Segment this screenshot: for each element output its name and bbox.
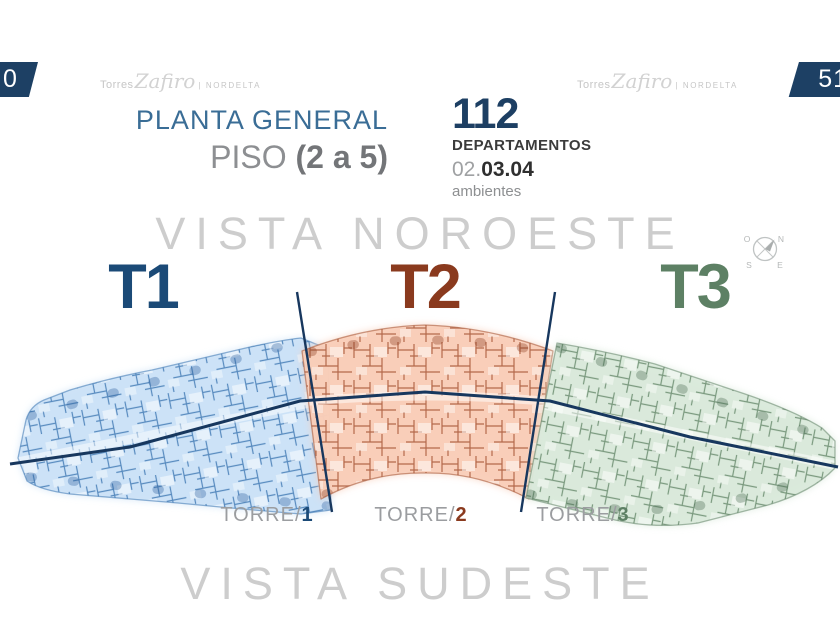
- tower1-caption-prefix: TORRE/: [220, 504, 302, 526]
- left-page-tab: 0: [0, 62, 38, 97]
- rooms-numbers: 02.03.04: [452, 158, 591, 182]
- title-floors-range: (2 a 5): [295, 139, 388, 175]
- units-label: DEPARTAMENTOS: [452, 136, 592, 154]
- brand-name-script: Zafiro: [134, 69, 196, 93]
- vista-noroeste-label: VISTA NOROESTE: [155, 208, 685, 259]
- tower1-caption-number: 1: [301, 504, 314, 526]
- tower1-label: T1: [108, 252, 180, 322]
- central-axis-line: [9, 390, 839, 469]
- brand-logo-right: Torres Zafiro | NORDELTA: [577, 69, 738, 93]
- rooms-bold: 03.04: [481, 157, 534, 181]
- right-page-number: 51: [818, 65, 840, 93]
- compass-north-label: N: [778, 234, 784, 244]
- right-page-tab: 51: [788, 62, 840, 97]
- rooms-label: ambientes: [452, 182, 522, 200]
- brand-prefix: Torres: [100, 79, 134, 91]
- divider-t1-t2: [295, 291, 334, 513]
- tower1-caption: TORRE/1: [212, 504, 322, 527]
- units-count: 112: [452, 90, 519, 138]
- title-piso: PISO: [210, 139, 296, 175]
- stats-block: 112 DEPARTAMENTOS 02.03.04 ambientes: [452, 90, 592, 200]
- tower3-caption: TORRE/3: [528, 504, 638, 527]
- compass-icon: O N S E: [744, 234, 784, 270]
- brand-suffix: | NORDELTA: [675, 81, 738, 90]
- tower3-caption-prefix: TORRE/: [536, 504, 618, 526]
- divider-t2-t3: [519, 291, 557, 513]
- brand-logo-left: Torres Zafiro | NORDELTA: [100, 69, 261, 93]
- compass-west-label: O: [744, 234, 751, 244]
- compass-south-label: S: [746, 260, 752, 270]
- page-title: PLANTA GENERAL PISO (2 a 5): [100, 105, 388, 176]
- brand-suffix: | NORDELTA: [198, 81, 262, 90]
- tower2-floorplan: [301, 324, 554, 500]
- tower1-floorplan: [17, 337, 332, 515]
- compass-east-label: E: [777, 260, 783, 270]
- tower3-label: T3: [660, 252, 732, 322]
- vista-sudeste-label: VISTA SUDESTE: [180, 558, 660, 609]
- title-line1: PLANTA GENERAL: [135, 105, 388, 135]
- title-line2: PISO (2 a 5): [100, 139, 388, 176]
- tower2-label: T2: [390, 252, 462, 322]
- tower3-caption-number: 3: [617, 504, 630, 526]
- left-page-number: 0: [3, 65, 18, 93]
- brand-prefix: Torres: [576, 79, 611, 91]
- tower2-caption-number: 2: [455, 504, 468, 526]
- tower2-caption-prefix: TORRE/: [374, 504, 456, 526]
- rooms-prefix: 02.: [452, 157, 482, 181]
- brand-name-script: Zafiro: [611, 69, 673, 93]
- tower2-caption: TORRE/2: [366, 504, 476, 527]
